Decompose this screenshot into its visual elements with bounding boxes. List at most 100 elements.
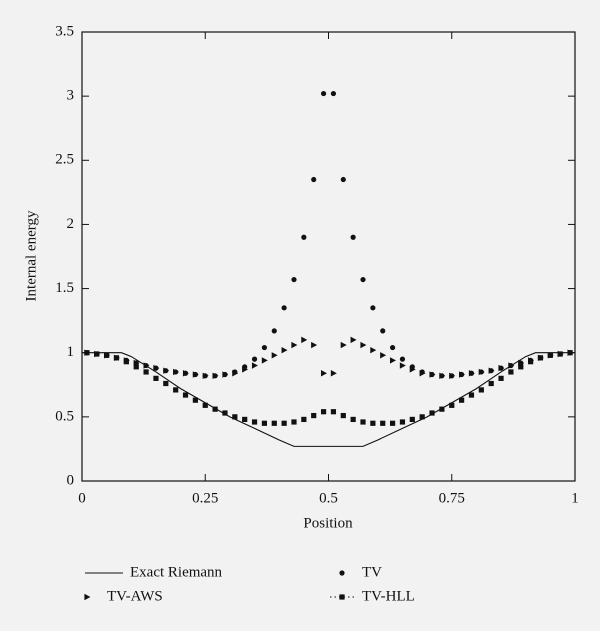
point [202, 372, 209, 380]
legend-label: TV [362, 564, 382, 580]
y-tick-label: 0.5 [55, 408, 74, 424]
exact-line [82, 352, 575, 447]
point [163, 380, 169, 387]
point [242, 416, 248, 423]
legend-marker [339, 594, 345, 600]
x-axis-label: Position [303, 515, 353, 531]
point [399, 356, 406, 362]
point [251, 362, 258, 369]
point [340, 341, 347, 349]
legend-marker [339, 570, 345, 576]
point [291, 276, 297, 283]
point [173, 387, 179, 393]
x-tick-label: 0 [78, 490, 86, 506]
point [399, 419, 406, 425]
point [518, 364, 524, 370]
point [557, 351, 563, 357]
point [498, 375, 504, 381]
point [251, 419, 258, 425]
point [350, 336, 357, 344]
point [222, 410, 228, 416]
point [330, 370, 337, 377]
point [380, 352, 387, 359]
y-tick-label: 2 [67, 216, 75, 232]
point [488, 367, 495, 374]
point [468, 370, 475, 377]
point [104, 352, 110, 358]
point [202, 402, 208, 408]
point [311, 412, 317, 419]
point [271, 328, 277, 334]
plot-area [82, 90, 575, 447]
point [163, 367, 170, 374]
point [320, 409, 327, 415]
point [261, 420, 268, 426]
point [301, 416, 307, 423]
point [242, 366, 249, 373]
y-tick-label: 2.5 [55, 152, 74, 168]
legend-marker [84, 593, 91, 601]
point [113, 355, 120, 361]
point [320, 90, 327, 97]
point [370, 305, 376, 311]
point [449, 402, 455, 408]
point [301, 336, 308, 344]
point [182, 370, 189, 377]
y-tick-label: 1.5 [55, 280, 74, 296]
plot-frame [81, 31, 576, 482]
point [537, 355, 544, 361]
point [449, 372, 456, 380]
point [153, 364, 160, 372]
point [261, 344, 268, 351]
point [291, 419, 297, 425]
point [320, 370, 327, 377]
point [192, 371, 199, 378]
legend-label: Exact Riemann [130, 564, 223, 580]
y-tick-label: 1 [67, 344, 75, 360]
point [330, 409, 337, 415]
point [399, 362, 406, 369]
point [173, 368, 180, 376]
point [340, 176, 346, 183]
point [439, 406, 445, 412]
point [350, 416, 356, 423]
point [478, 368, 485, 376]
point [459, 371, 466, 378]
y-tick-label: 0 [67, 472, 75, 488]
point [389, 357, 396, 364]
point [212, 406, 218, 412]
point [182, 392, 189, 398]
point [94, 351, 100, 357]
point [311, 176, 317, 183]
point [409, 366, 416, 373]
point [419, 370, 426, 377]
point [330, 90, 337, 97]
point [508, 362, 515, 369]
point [439, 372, 446, 380]
point [301, 234, 307, 240]
point [528, 359, 534, 365]
point [380, 328, 386, 334]
point [429, 371, 436, 378]
point [143, 369, 149, 375]
point [389, 420, 396, 426]
point [261, 357, 268, 364]
point [271, 352, 278, 359]
point [429, 410, 435, 416]
point [360, 341, 367, 349]
point [350, 234, 356, 240]
point [123, 359, 129, 365]
point [508, 369, 514, 375]
point [271, 420, 277, 426]
y-tick-label: 3.5 [55, 23, 74, 39]
point [370, 420, 376, 426]
point [419, 414, 425, 420]
x-tick-label: 0.5 [319, 490, 338, 506]
legend-label: TV-AWS [107, 588, 163, 604]
point [488, 380, 494, 387]
point [192, 397, 198, 403]
point [360, 419, 366, 425]
point [291, 341, 298, 349]
y-tick-label: 3 [67, 88, 75, 104]
point [281, 305, 287, 311]
